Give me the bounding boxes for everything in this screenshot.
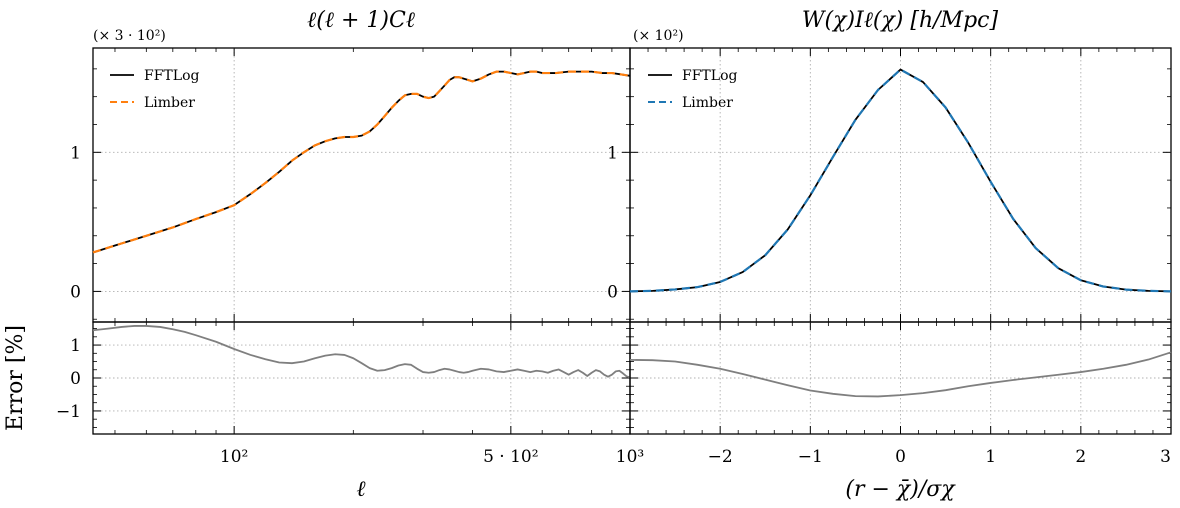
tick-label-x: 2 bbox=[1075, 447, 1086, 467]
series-bottom-right bbox=[629, 351, 1172, 398]
legend-top-left: FFTLog Limber bbox=[110, 68, 199, 111]
tick-label-x: 10³ bbox=[616, 447, 644, 467]
ticks-bottom-left: 1 0 −1 10² 5 · 10² 10³ bbox=[56, 322, 644, 467]
tick-label-y: −1 bbox=[56, 402, 81, 422]
panel-top-right: 0 1 W(χ)Iℓ(χ) [h/Mpc] (× 10²) FFTLog Limb… bbox=[607, 8, 1172, 323]
tick-label-x: 5 · 10² bbox=[483, 447, 538, 467]
tick-label-y: 0 bbox=[70, 282, 81, 302]
multiplier-top-right: (× 10²) bbox=[633, 28, 684, 44]
grid-top-right bbox=[630, 48, 1171, 322]
ylabel-error: Error [%] bbox=[3, 325, 28, 431]
title-top-left: ℓ(ℓ + 1)Cℓ bbox=[307, 8, 416, 33]
ticks-bottom-right: −2 −1 0 1 2 3 bbox=[630, 322, 1171, 467]
legend-label-limber-right: Limber bbox=[682, 95, 733, 111]
tick-label-x: −1 bbox=[798, 447, 823, 467]
tick-label-y: 0 bbox=[607, 282, 618, 302]
xlabel-ell: ℓ bbox=[356, 477, 366, 502]
tick-label-x: −2 bbox=[708, 447, 733, 467]
series-bottom-left bbox=[92, 325, 631, 379]
legend-label-limber: Limber bbox=[144, 95, 195, 111]
tick-label-y: 1 bbox=[607, 143, 618, 163]
series-line-limber bbox=[629, 68, 1172, 293]
panel-bottom-right: −2 −1 0 1 2 3 (r − χ̄)/σχ bbox=[629, 321, 1172, 502]
xlabel-r-chi: (r − χ̄)/σχ bbox=[845, 477, 956, 502]
legend-label-fftlog: FFTLog bbox=[144, 68, 199, 84]
multiplier-top-left: (× 3 · 10²) bbox=[93, 28, 166, 44]
tick-label-y: 1 bbox=[70, 143, 81, 163]
tick-label-y: 0 bbox=[70, 369, 81, 389]
panel-bottom-left: 1 0 −1 10² 5 · 10² 10³ Error [%] ℓ bbox=[3, 321, 644, 502]
frame-top-left bbox=[92, 47, 631, 323]
series-top-right bbox=[629, 68, 1172, 293]
series-line-error bbox=[92, 325, 631, 379]
tick-label-x: 10² bbox=[220, 447, 248, 467]
grid-bottom-left bbox=[93, 322, 630, 434]
title-top-right: W(χ)Iℓ(χ) [h/Mpc] bbox=[802, 8, 999, 33]
grid-bottom-right bbox=[630, 322, 1171, 434]
tick-label-x: 1 bbox=[985, 447, 996, 467]
tick-label-y: 1 bbox=[70, 336, 81, 356]
panel-top-left: 01 ℓ(ℓ + 1)Cℓ (× 3 · 10²) FFTLog Limber bbox=[70, 8, 631, 323]
series-line-error bbox=[629, 351, 1172, 398]
tick-label-x: 0 bbox=[895, 447, 906, 467]
tick-label-x: 3 bbox=[1160, 447, 1171, 467]
series-top-left bbox=[92, 70, 631, 254]
ticks-top-left: 01 bbox=[70, 48, 631, 322]
legend-label-fftlog-right: FFTLog bbox=[682, 68, 737, 84]
grid-top-left bbox=[93, 48, 630, 322]
legend-top-right: FFTLog Limber bbox=[648, 68, 737, 111]
series-line-limber bbox=[92, 70, 631, 254]
